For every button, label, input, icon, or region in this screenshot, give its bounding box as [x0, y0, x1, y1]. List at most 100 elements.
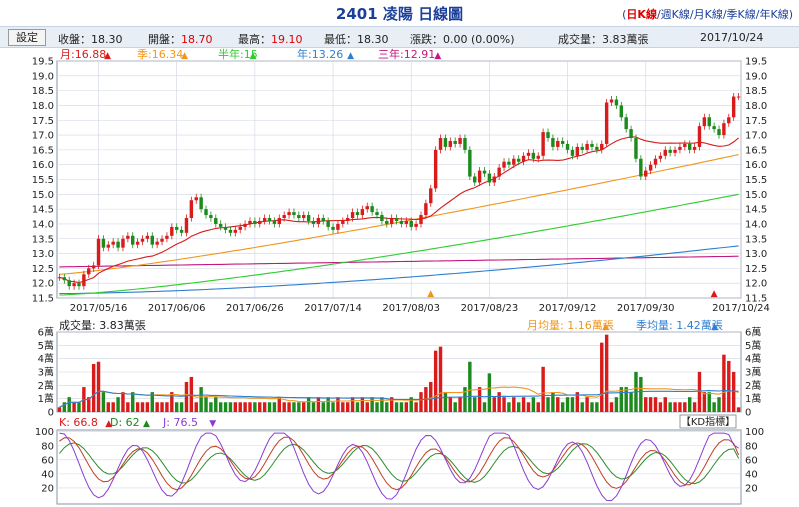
- link-week-kline[interactable]: 週K線: [660, 8, 690, 21]
- candle-body: [341, 220, 345, 224]
- volume-bar: [541, 366, 545, 412]
- candle-body: [253, 220, 257, 224]
- candle-body: [365, 206, 369, 210]
- candle-body: [560, 140, 565, 144]
- candle-body: [204, 209, 208, 216]
- candle-body: [502, 161, 506, 168]
- volume-bar: [292, 402, 296, 412]
- volume-legend-month-arrow: ▲: [602, 322, 609, 332]
- price-y-tick-left: 12.5: [32, 264, 54, 275]
- candle-body: [360, 209, 365, 216]
- candle-body: [316, 218, 321, 224]
- volume-bar: [272, 402, 277, 412]
- volume-bar: [91, 364, 96, 412]
- candle-body: [507, 161, 511, 165]
- candle-body: [551, 138, 555, 147]
- candle-body: [287, 212, 291, 216]
- candle-body: [590, 143, 594, 147]
- volume-bar: [131, 392, 135, 412]
- volume-bar: [468, 361, 472, 412]
- settings-button[interactable]: 設定: [8, 29, 46, 46]
- volume-bar: [497, 392, 501, 412]
- link-day-kline[interactable]: 日K線: [626, 8, 657, 21]
- volume-bar: [624, 387, 628, 412]
- price-y-tick-right: 19.5: [745, 57, 767, 68]
- volume-bar: [580, 402, 584, 412]
- candle-body: [404, 220, 409, 224]
- volume-bar: [600, 342, 604, 412]
- volume-bar: [121, 392, 125, 412]
- candle-body: [96, 238, 101, 266]
- candle-body: [492, 176, 496, 183]
- volume-bar: [507, 402, 511, 412]
- volume-bar: [453, 402, 457, 412]
- volume-bar: [355, 402, 360, 412]
- price-y-tick-right: 14.0: [745, 219, 767, 230]
- volume-bar: [253, 402, 257, 412]
- kd-legend-label: J: 76.5: [162, 416, 198, 429]
- volume-bar: [707, 392, 711, 412]
- kd-legend-arrow: ▼: [209, 419, 216, 429]
- kd-y-tick-left: 60: [41, 455, 54, 466]
- kd-y-tick-right: 60: [745, 455, 758, 466]
- low-price: 最低：18.30: [324, 31, 389, 47]
- change-label: 漲跌：: [410, 33, 443, 46]
- link-year-kline[interactable]: 年K線: [759, 8, 789, 21]
- volume-bar: [389, 397, 394, 412]
- price-x-tick: 2017/08/03: [382, 303, 440, 314]
- candle-body: [238, 226, 242, 230]
- ma-legend-arrow: ▲: [347, 51, 354, 61]
- volume-bar: [404, 402, 409, 412]
- volume-y-tick-right: 1萬: [745, 392, 761, 405]
- kd-k-line: [59, 436, 740, 491]
- volume-bar: [204, 397, 208, 412]
- volume-bar: [67, 397, 71, 412]
- candle-body: [468, 149, 472, 177]
- volume-bar: [595, 402, 599, 412]
- volume-bar: [345, 402, 350, 412]
- volume-bar: [321, 402, 325, 412]
- volume-legend-season-arrow: ▲: [711, 322, 718, 332]
- kd-title: 【KD指標】: [681, 415, 735, 428]
- volume-bar: [502, 397, 506, 412]
- candle-body: [248, 220, 252, 224]
- candle-body: [209, 215, 213, 219]
- candle-body: [512, 158, 516, 165]
- candle-body: [448, 140, 453, 147]
- candle-body: [170, 226, 174, 236]
- volume-y-tick-left: 3萬: [38, 366, 54, 379]
- kd-title-box: [679, 414, 737, 429]
- candle-body: [214, 218, 218, 224]
- volume-bar: [585, 397, 589, 412]
- price-y-tick-right: 17.5: [745, 116, 767, 127]
- candle-body: [189, 200, 194, 219]
- low-label: 最低：: [324, 33, 357, 46]
- candle-body: [199, 197, 203, 210]
- ma-legend-arrow: ▲: [434, 51, 441, 61]
- candle-body: [419, 215, 423, 224]
- price-y-tick-right: 17.0: [745, 131, 767, 142]
- candle-body: [57, 277, 62, 279]
- volume-bar: [199, 387, 203, 412]
- volume-bar: [399, 402, 404, 412]
- candle-body: [145, 235, 150, 239]
- candle-body: [272, 220, 277, 224]
- candle-body: [463, 138, 467, 150]
- candle-body: [678, 146, 682, 150]
- price-y-tick-right: 12.0: [745, 279, 767, 290]
- price-y-tick-right: 16.5: [745, 145, 767, 156]
- volume-bar: [302, 402, 306, 412]
- candle-body: [526, 152, 531, 156]
- candle-body: [121, 238, 125, 248]
- candle-body: [409, 220, 413, 227]
- volume-bar: [116, 397, 120, 412]
- candle-body: [106, 244, 111, 248]
- link-month-kline[interactable]: 月K線: [693, 8, 723, 21]
- volume-bar: [604, 334, 609, 412]
- link-season-kline[interactable]: 季K線: [726, 8, 756, 21]
- candle-body: [609, 99, 614, 103]
- ma-legend-label: 三年:12.91: [378, 47, 435, 61]
- kd-legend-arrow: ▲: [105, 419, 112, 429]
- candle-body: [394, 218, 399, 221]
- candle-body: [160, 238, 164, 242]
